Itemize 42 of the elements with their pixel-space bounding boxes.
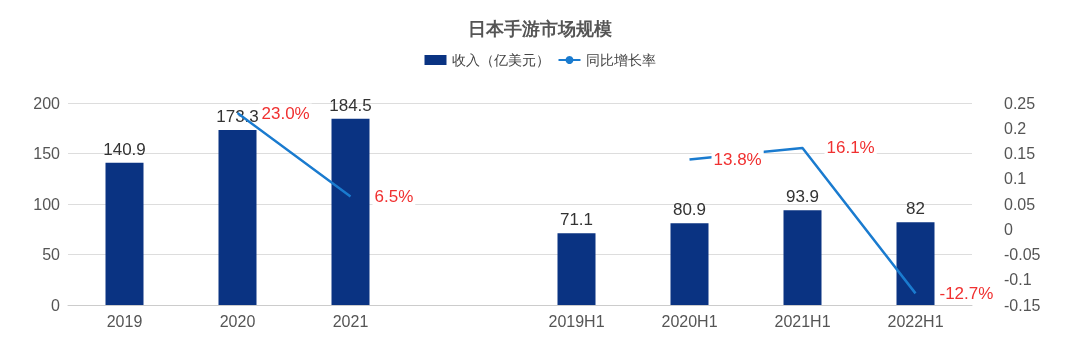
data-label: 93.9 [785,187,820,207]
x-tick-label: 2020 [219,312,256,330]
y2-tick-label: 0.25 [1004,94,1036,112]
y-tick-label: 200 [33,94,61,112]
x-tick-label: 2020H1 [661,312,718,330]
bar [105,162,144,305]
data-label: 71.1 [559,210,594,230]
y2-tick-label: 0.1 [1004,170,1027,188]
bar [557,233,596,305]
bar [218,129,257,305]
y2-tick-label: 0 [1004,220,1013,238]
legend-label: 同比增长率 [585,52,656,68]
data-label: 16.1% [826,138,875,158]
legend-label: 收入（亿美元） [451,52,550,68]
data-label: 6.5% [374,186,414,206]
bar [783,210,822,305]
x-tick-label: 2022H1 [887,312,944,330]
y-tick-label: 0 [51,296,61,314]
data-label: 82 [906,199,925,219]
data-label: 80.9 [672,200,707,220]
y2-tick-label: -0.1 [1004,271,1032,289]
bar [670,223,709,305]
y-tick-label: 50 [42,246,61,263]
chart-title: 日本手游市场规模 [468,17,612,39]
bar [896,222,935,305]
data-label: 23.0% [261,103,310,123]
x-tick-label: 2019 [106,312,143,330]
x-tick-label: 2019H1 [548,312,605,330]
x-tick-label: 2021 [332,312,369,330]
bar [331,118,370,305]
y-tick-label: 150 [33,145,61,162]
y2-tick-label: 0.2 [1004,119,1027,137]
y2-tick-label: 0.05 [1004,195,1036,213]
y2-tick-label: 0.15 [1004,145,1036,162]
y-tick-label: 100 [33,195,61,213]
data-label: 140.9 [103,139,146,159]
data-label: 13.8% [713,150,762,170]
x-tick-label: 2021H1 [774,312,831,330]
y2-tick-label: -0.15 [1004,296,1041,314]
y2-tick-label: -0.05 [1004,246,1041,263]
data-label: 184.5 [329,95,372,115]
data-label: -12.7% [939,283,994,303]
